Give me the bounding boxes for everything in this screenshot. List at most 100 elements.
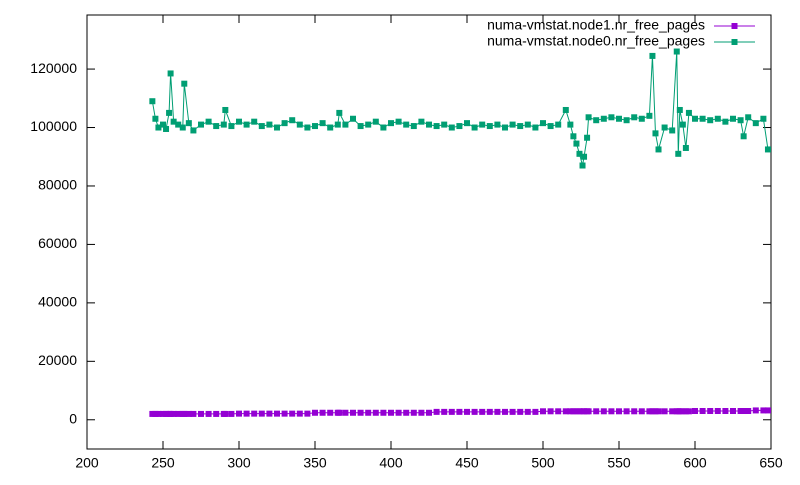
point (616, 115, 622, 122)
point (222, 410, 229, 417)
point (631, 408, 638, 415)
point (167, 70, 174, 77)
point (243, 121, 250, 128)
point (342, 121, 349, 128)
point (532, 408, 539, 415)
point (555, 408, 562, 415)
point (714, 115, 721, 122)
point (185, 120, 192, 127)
point (573, 408, 580, 415)
point (266, 410, 273, 417)
point (730, 408, 736, 415)
point (760, 407, 767, 414)
point (760, 115, 767, 122)
point (205, 410, 212, 417)
point (190, 410, 197, 417)
point (685, 408, 692, 415)
point (638, 408, 645, 415)
point (524, 121, 531, 128)
point (175, 121, 182, 128)
point (661, 408, 668, 415)
point (336, 409, 343, 416)
point (517, 123, 524, 130)
point (745, 408, 752, 415)
point (676, 106, 683, 113)
y-tick-label: 60000 (38, 235, 77, 251)
point (661, 124, 668, 131)
point (685, 109, 692, 116)
point (160, 410, 166, 417)
point (281, 120, 288, 127)
point (479, 121, 486, 128)
x-tick-label: 400 (379, 455, 403, 471)
y-tick-label: 20000 (38, 352, 77, 368)
point (714, 408, 721, 415)
point (163, 410, 170, 417)
point (167, 410, 174, 417)
legend-marker (731, 39, 738, 45)
point (576, 150, 583, 157)
point (403, 121, 410, 128)
point (555, 121, 562, 128)
point (380, 124, 387, 131)
point (251, 118, 258, 125)
point (509, 121, 516, 128)
point (600, 115, 607, 122)
point (274, 124, 280, 131)
point (152, 115, 159, 122)
x-tick-label: 350 (303, 455, 327, 471)
point (764, 407, 771, 414)
point (418, 409, 425, 416)
point (673, 48, 680, 55)
point (448, 124, 455, 131)
point (149, 410, 156, 417)
point (342, 409, 349, 416)
point (692, 408, 698, 415)
point (296, 410, 303, 417)
point (336, 109, 343, 116)
point (707, 117, 714, 124)
point (509, 408, 516, 415)
point (350, 409, 356, 416)
point (410, 123, 417, 130)
point (649, 52, 656, 59)
point (547, 123, 554, 130)
point (365, 121, 372, 128)
point (426, 121, 432, 128)
x-tick-label: 500 (531, 455, 555, 471)
point (357, 409, 364, 416)
point (585, 408, 592, 415)
point (198, 410, 204, 417)
point (403, 409, 410, 416)
point (319, 120, 326, 127)
point (456, 123, 463, 130)
point (289, 410, 296, 417)
point (679, 121, 686, 128)
point (517, 408, 524, 415)
point (198, 121, 204, 128)
x-tick-label: 250 (151, 455, 175, 471)
point (222, 106, 229, 113)
x-tick-label: 300 (227, 455, 251, 471)
point (616, 408, 622, 415)
point (567, 408, 574, 415)
point (372, 409, 379, 416)
point (160, 121, 166, 128)
point (740, 133, 747, 140)
point (649, 408, 656, 415)
point (494, 121, 501, 128)
point (655, 146, 662, 153)
point (675, 150, 682, 157)
point (722, 408, 729, 415)
point (652, 130, 659, 137)
point (163, 125, 170, 132)
point (251, 410, 258, 417)
point (608, 114, 615, 121)
point (266, 121, 273, 128)
x-tick-label: 650 (759, 455, 783, 471)
point (289, 117, 296, 124)
point (737, 408, 744, 415)
point (155, 124, 162, 131)
